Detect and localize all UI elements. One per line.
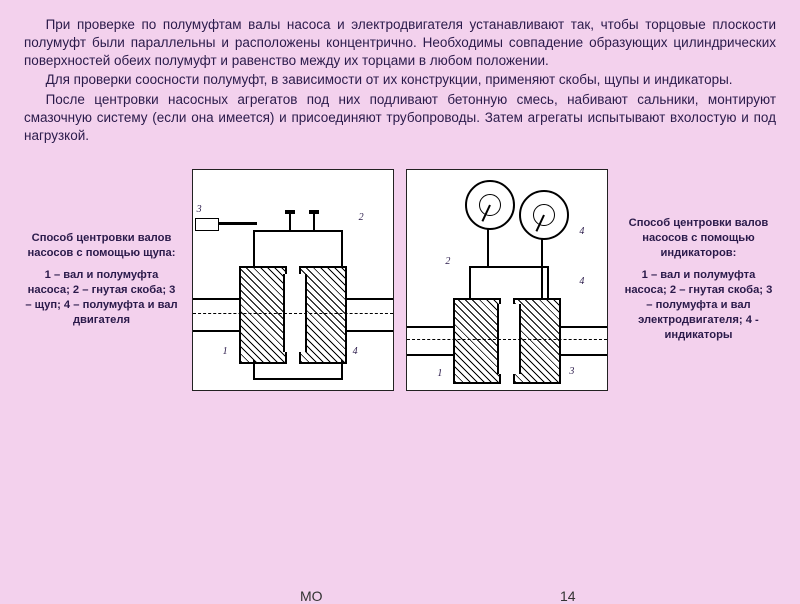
- fig2-label-4: 4: [579, 226, 584, 237]
- caption-right-title: Способ центровки валов насосов с помощью…: [621, 216, 776, 261]
- diagram-indicator: 1 2 3 4 4: [406, 169, 608, 391]
- paragraph-3: После центровки насосных агрегатов под н…: [24, 91, 776, 144]
- fig2-label-1: 1: [437, 368, 442, 379]
- caption-right: Способ центровки валов насосов с помощью…: [621, 216, 776, 343]
- fig2-label-4b: 4: [579, 276, 584, 287]
- diagram-feeler: 1 2 3 4: [192, 169, 394, 391]
- caption-left-legend: 1 – вал и полумуфта насоса; 2 – гнутая с…: [24, 268, 179, 328]
- dial-indicator-icon: [519, 190, 569, 240]
- fig2-label-3: 3: [569, 366, 574, 377]
- fig1-label-2: 2: [359, 212, 364, 223]
- fig1-label-1: 1: [223, 346, 228, 357]
- footer-page-number: 14: [560, 588, 576, 604]
- fig1-label-3: 3: [197, 204, 202, 215]
- footer-author: МО: [300, 588, 323, 604]
- fig2-label-2: 2: [445, 256, 450, 267]
- paragraph-2: Для проверки соосности полумуфт, в завис…: [24, 71, 776, 89]
- dial-indicator-icon: [465, 180, 515, 230]
- paragraph-1: При проверке по полумуфтам валы насоса и…: [24, 16, 776, 69]
- caption-left: Способ центровки валов насосов с помощью…: [24, 231, 179, 328]
- fig1-label-4: 4: [353, 346, 358, 357]
- caption-right-legend: 1 – вал и полумуфта насоса; 2 – гнутая с…: [621, 268, 776, 344]
- figure-row: Способ центровки валов насосов с помощью…: [24, 169, 776, 391]
- caption-left-title: Способ центровки валов насосов с помощью…: [24, 231, 179, 261]
